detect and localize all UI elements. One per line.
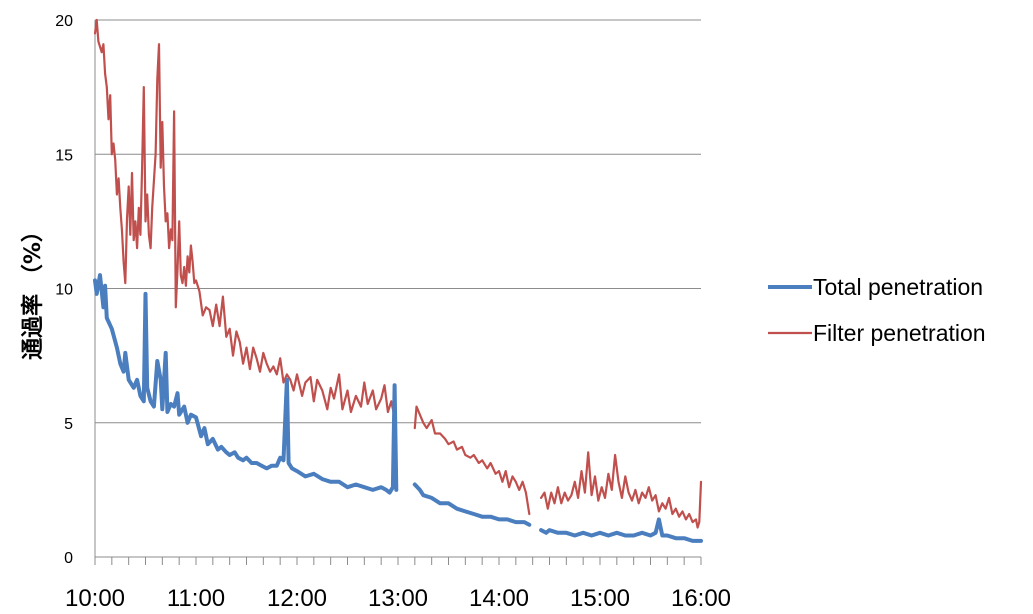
x-tick-label: 10:00	[65, 585, 125, 612]
series-line-segment	[413, 405, 531, 516]
y-tick-label: 20	[55, 13, 73, 30]
series-line-segment	[412, 482, 532, 527]
series-layer	[93, 18, 703, 543]
gridlines	[95, 19, 701, 424]
legend-label: Total penetration	[813, 274, 983, 300]
y-axis: 0 5 10 15 20	[55, 13, 96, 567]
series-line-segment	[93, 273, 399, 495]
x-tick-label: 14:00	[469, 585, 529, 612]
y-axis-title: 通過率 （%）	[20, 220, 46, 360]
legend: Total penetration Filter penetration	[768, 274, 986, 346]
x-tick-label: 16:00	[671, 585, 731, 612]
series-0	[93, 273, 703, 543]
y-tick-label: 10	[55, 282, 73, 299]
y-tick-label: 15	[55, 147, 73, 164]
x-tick-label: 15:00	[570, 585, 630, 612]
series-1	[93, 18, 703, 529]
x-axis: 10:00 11:00 12:00 13:00 14:00 15:00 16:00	[65, 556, 731, 612]
x-tick-label: 13:00	[368, 585, 428, 612]
legend-label: Filter penetration	[813, 320, 986, 346]
series-line-segment	[93, 18, 398, 473]
x-tick-label: 11:00	[167, 585, 225, 612]
y-tick-label: 5	[64, 416, 73, 433]
series-line-segment	[539, 517, 703, 543]
series-line-segment	[540, 451, 703, 529]
x-tick-label: 12:00	[267, 585, 327, 612]
y-tick-label: 0	[64, 550, 73, 567]
